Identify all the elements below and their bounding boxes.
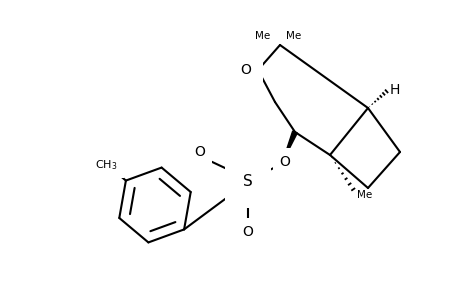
Text: CH$_3$: CH$_3$ [95,159,118,172]
Text: H: H [389,83,399,97]
Text: O: O [240,63,251,77]
Text: Me: Me [285,31,301,41]
Text: O: O [279,155,290,169]
Text: Me: Me [254,31,269,41]
Text: O: O [194,145,205,159]
Text: S: S [243,175,252,190]
Polygon shape [284,131,297,156]
Text: O: O [242,225,253,239]
Text: Me: Me [356,190,371,200]
